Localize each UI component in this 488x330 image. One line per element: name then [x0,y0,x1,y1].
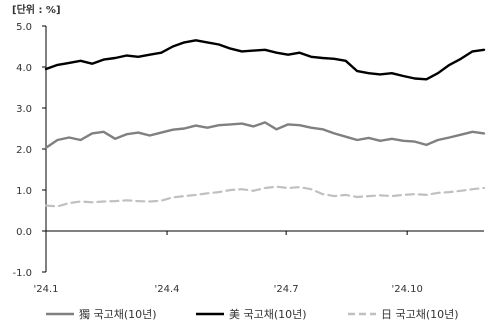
y-tick-label: 3.0 [16,104,32,115]
x-tick-label: '24.10 [391,284,422,295]
axes [45,26,484,272]
x-tick-label: '24.4 [155,284,180,295]
y-tick-label: 5.0 [16,22,32,33]
legend-label: 美 국고채(10년) [229,308,307,321]
legend: 獨 국고채(10년) 美 국고채(10년) 日 국고채(10년) [46,307,459,321]
unit-label: [단위 : %] [12,3,61,16]
legend-label: 日 국고채(10년) [381,308,459,321]
series-line-1 [44,121,486,149]
y-tick-label: 1.0 [16,186,32,197]
series-line-2 [44,39,486,81]
y-tick-label: 0.0 [16,227,32,238]
y-tick-label: -1.0 [12,268,32,279]
x-tick-label: '24.7 [274,284,299,295]
x-tick-label: '24.1 [33,284,58,295]
y-axis-ticks: 5.0 4.0 3.0 2.0 1.0 0.0 -1.0 [12,22,46,279]
series-lines [44,39,486,208]
y-tick-label: 4.0 [16,63,32,74]
series-line-3 [44,185,486,208]
legend-label: 獨 국고채(10년) [79,307,157,321]
y-tick-label: 2.0 [16,145,32,156]
x-axis-ticks: '24.1 '24.4 '24.7 '24.10 [33,231,423,295]
